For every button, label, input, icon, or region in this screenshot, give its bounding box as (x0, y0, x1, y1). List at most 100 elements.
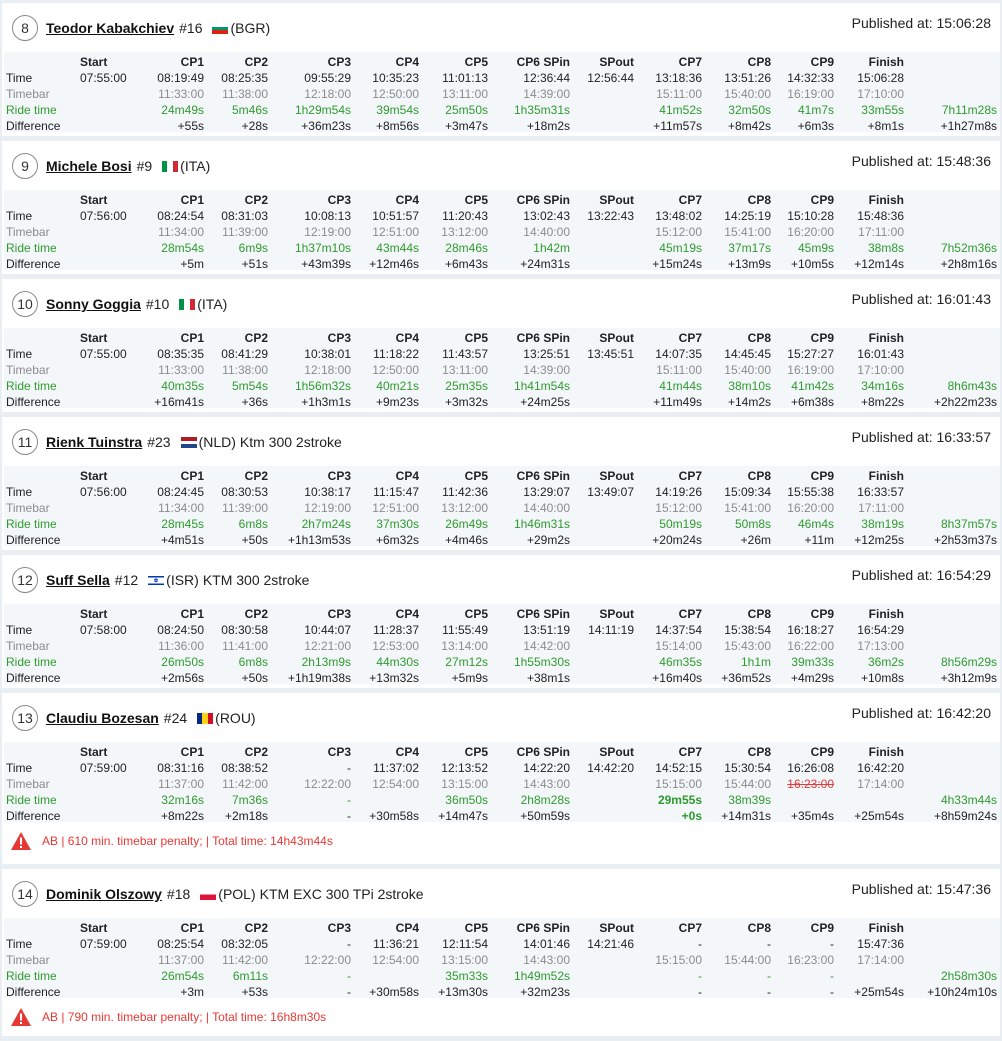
cell-ride: 44m30s (376, 655, 419, 669)
cell-time: - (347, 761, 351, 775)
cell-timebar: 14:43:00 (523, 953, 570, 967)
table-header-row: Start CP1 CP2 CP3 CP4 CP5 CP6 SPin SPout CP7 CP8 C… (4, 468, 1000, 484)
cell-time: 10:38:17 (304, 485, 351, 499)
column-header: CP8 (747, 469, 771, 483)
cell-diff: +36s (241, 395, 268, 409)
rider-header: 13 Claudiu Bozesan #24 (ROU) (12, 704, 256, 732)
row-label: Difference (6, 985, 61, 999)
column-header: CP4 (395, 607, 419, 621)
rider-name-link[interactable]: Sonny Goggia (46, 296, 141, 312)
rider-country: (ISR) (166, 572, 199, 588)
row-label: Difference (6, 809, 61, 823)
rider-header: 10 Sonny Goggia #10 (ITA) (12, 290, 227, 318)
rider-name-link[interactable]: Dominik Olszowy (46, 886, 162, 902)
cell-diff: +2h8m16s (940, 257, 997, 271)
cell-ride: 45m9s (797, 241, 834, 255)
rider-name-link[interactable]: Teodor Kabakchiev (46, 20, 175, 36)
cell-time: - (347, 937, 351, 951)
rider-card: 12 Suff Sella #12 (ISR) KTM 300 2stroke … (2, 555, 1000, 688)
row-label: Time (6, 761, 33, 775)
cell-diff: +43m39s (301, 257, 351, 271)
cell-ride: 8h6m43s (947, 379, 997, 393)
cell-ride: 2h8m28s (520, 793, 570, 807)
romania-flag (197, 712, 214, 724)
rider-number: #16 (179, 20, 203, 36)
cell-time: 10:08:13 (304, 209, 351, 223)
cell-time: 13:51:26 (724, 71, 771, 85)
cell-diff: +14m31s (721, 809, 771, 823)
cell-timebar: 15:40:00 (724, 87, 771, 101)
cell-time: 13:49:07 (587, 485, 634, 499)
cell-timebar: 15:12:00 (655, 225, 702, 239)
column-header: CP7 (678, 745, 702, 759)
cell-diff: +38m1s (526, 671, 570, 685)
published-time: Published at: 15:06:28 (851, 15, 991, 31)
cell-diff: - (698, 985, 702, 999)
penalty-notice: AB | 790 min. timebar penalty; | Total t… (10, 1007, 326, 1027)
cell-time: 11:42:36 (442, 485, 488, 499)
table-header-row: Start CP1 CP2 CP3 CP4 CP5 CP6 SPin SPout CP7 CP8 C… (4, 54, 1000, 70)
cell-time: - (830, 937, 834, 951)
cell-time: 11:37:02 (373, 761, 419, 775)
rider-name-link[interactable]: Rienk Tuinstra (46, 434, 143, 450)
cell-time: 15:38:54 (724, 623, 771, 637)
cell-time: 13:18:36 (655, 71, 702, 85)
cell-ride: 24m49s (161, 103, 204, 117)
italy-flag (179, 298, 196, 310)
cell-ride: 34m16s (861, 379, 904, 393)
column-header: Start (80, 745, 108, 759)
cell-time: 08:24:54 (157, 209, 204, 223)
row-label: Difference (6, 395, 61, 409)
cell-time: 15:06:28 (857, 71, 904, 85)
cell-timebar: 16:20:00 (787, 225, 834, 239)
cell-ride: 38m19s (861, 517, 904, 531)
cell-timebar: 11:34:00 (158, 225, 204, 239)
cell-ride: 1h56m32s (294, 379, 351, 393)
cell-ride: 1h37m10s (294, 241, 351, 255)
cell-timebar: 17:11:00 (858, 501, 904, 515)
table-row-diff: Difference +2m56s +50s +1h19m38s +13m32s +5m9… (4, 670, 1000, 686)
cell-timebar: 13:11:00 (442, 87, 488, 101)
cell-time: 12:13:52 (441, 761, 488, 775)
table-row-diff: Difference +4m51s +50s +1h13m53s +6m32s +4m46… (4, 532, 1000, 548)
cell-time: 08:32:05 (221, 937, 268, 951)
table-row-time: Time 07:59:00 08:25:54 08:32:05 - 11:36:21 12:… (4, 936, 1000, 952)
cell-time: 11:43:57 (442, 347, 488, 361)
cell-time: 15:48:36 (857, 209, 904, 223)
rider-name-link[interactable]: Claudiu Bozesan (46, 710, 159, 726)
column-header: CP6 SPin (516, 193, 570, 207)
cell-time: 08:41:29 (221, 347, 268, 361)
column-header: CP2 (244, 331, 268, 345)
column-header: CP5 (464, 745, 488, 759)
column-header: CP3 (327, 331, 351, 345)
cell-time: 14:25:19 (724, 209, 771, 223)
position-badge: 11 (12, 429, 38, 455)
position-badge: 10 (12, 291, 38, 317)
cell-time: 16:01:43 (857, 347, 904, 361)
cell-time: 14:42:20 (587, 761, 634, 775)
rider-name-link[interactable]: Michele Bosi (46, 158, 132, 174)
cell-ride: 39m54s (376, 103, 419, 117)
cell-timebar: 11:36:00 (158, 639, 204, 653)
cell-timebar: 11:37:00 (158, 777, 204, 791)
column-header: CP1 (180, 921, 204, 935)
cell-ride: 1h29m54s (294, 103, 351, 117)
cell-ride: - (347, 793, 351, 807)
cell-diff: +8m22s (160, 809, 204, 823)
cell-ride: 7m36s (231, 793, 268, 807)
cell-time: 16:26:08 (787, 761, 834, 775)
cell-ride: 1h46m31s (513, 517, 570, 531)
rider-card: 14 Dominik Olszowy #18 (POL) KTM EXC 300… (2, 869, 1000, 1036)
cell-ride: 25m35s (445, 379, 488, 393)
column-header: CP3 (327, 745, 351, 759)
cell-time: 14:01:46 (523, 937, 570, 951)
row-label: Time (6, 485, 33, 499)
column-header: CP2 (244, 921, 268, 935)
cell-ride: 8h37m57s (940, 517, 997, 531)
cell-diff: +4m29s (790, 671, 834, 685)
rider-name-link[interactable]: Suff Sella (46, 572, 110, 588)
cell-timebar: 12:19:00 (304, 501, 351, 515)
row-label: Ride time (6, 517, 57, 531)
cell-time: 14:32:33 (787, 71, 834, 85)
cell-diff: +24m31s (520, 257, 570, 271)
